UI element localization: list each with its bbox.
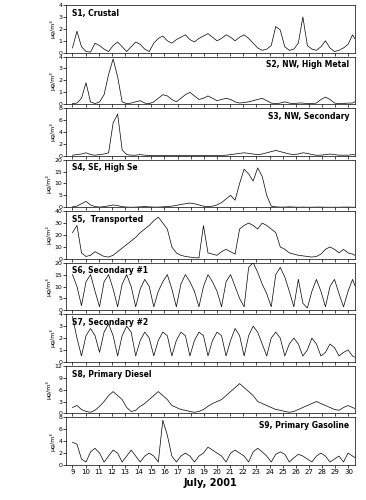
Y-axis label: μg/m³: μg/m³: [46, 380, 52, 399]
Y-axis label: μg/m³: μg/m³: [50, 328, 56, 347]
X-axis label: July, 2001: July, 2001: [184, 478, 237, 488]
Text: S2, NW, High Metal: S2, NW, High Metal: [266, 60, 349, 70]
Text: S6, Secondary #1: S6, Secondary #1: [72, 266, 147, 276]
Y-axis label: μg/m³: μg/m³: [50, 71, 56, 90]
Y-axis label: μg/m³: μg/m³: [46, 277, 52, 296]
Text: S4, SE, High Se: S4, SE, High Se: [72, 164, 137, 172]
Text: S3, NW, Secondary: S3, NW, Secondary: [268, 112, 349, 121]
Y-axis label: μg/m³: μg/m³: [46, 174, 52, 193]
Text: S7, Secondary #2: S7, Secondary #2: [72, 318, 148, 327]
Y-axis label: μg/m³: μg/m³: [50, 20, 56, 38]
Y-axis label: μg/m³: μg/m³: [50, 432, 56, 450]
Y-axis label: μg/m³: μg/m³: [46, 226, 52, 244]
Y-axis label: μg/m³: μg/m³: [50, 122, 56, 142]
Text: S1, Crustal: S1, Crustal: [72, 9, 119, 18]
Text: S9, Primary Gasoline: S9, Primary Gasoline: [259, 421, 349, 430]
Text: S5,  Transported: S5, Transported: [72, 215, 143, 224]
Text: S8, Primary Diesel: S8, Primary Diesel: [72, 370, 151, 378]
